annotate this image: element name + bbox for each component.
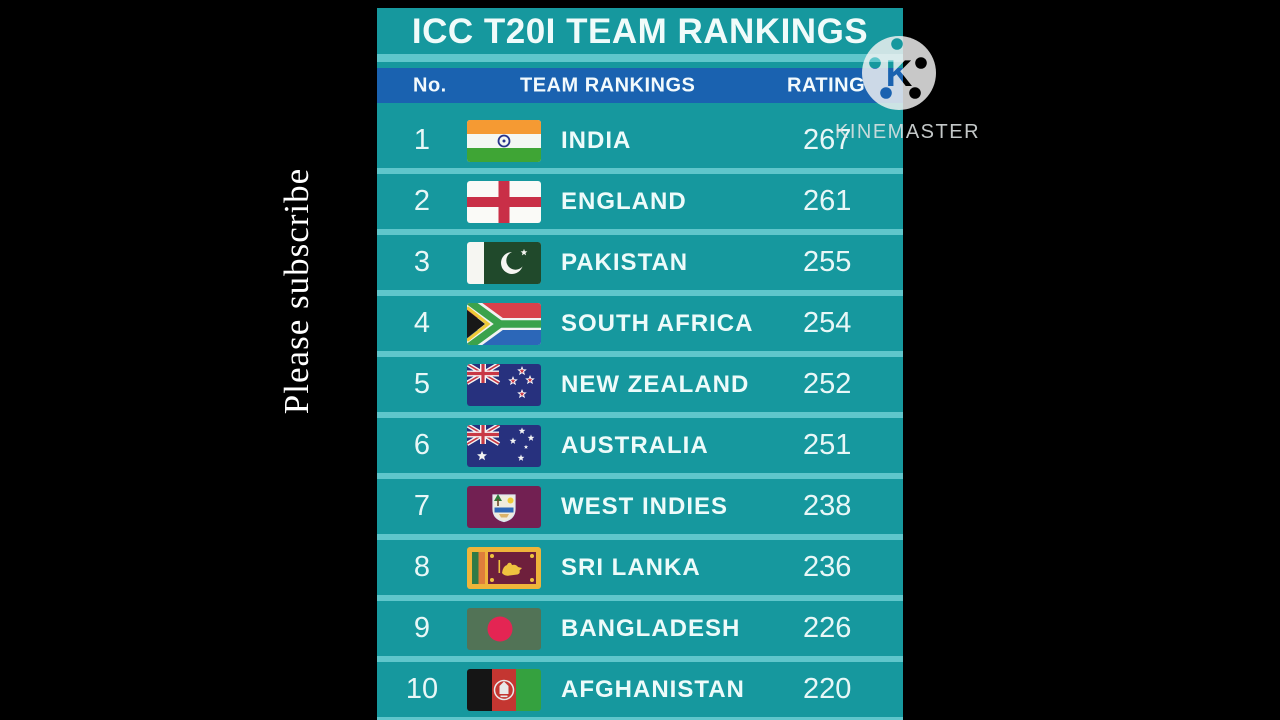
header-rating-label: RATING	[787, 74, 866, 96]
team-name: BANGLADESH	[561, 614, 741, 642]
team-name: INDIA	[561, 126, 632, 154]
team-rating: 251	[803, 429, 852, 461]
rank-number: 1	[413, 124, 431, 156]
page-title: ICC T20I TEAM RANKINGS	[411, 12, 869, 51]
top-strip	[377, 0, 903, 8]
team-name: SRI LANKA	[561, 553, 701, 581]
rankings-panel: ICC T20I TEAM RANKINGS No. TEAM RANKINGS…	[377, 0, 903, 720]
team-name: SOUTH AFRICA	[561, 309, 754, 337]
kinemaster-logo-icon: K	[857, 31, 941, 115]
team-name: AFGHANISTAN	[561, 675, 745, 703]
team-rating: 254	[803, 307, 852, 339]
team-rating: 226	[803, 612, 852, 644]
table-row: 5 NEW ZEALAND 252	[377, 357, 903, 418]
rank-number: 5	[413, 368, 431, 400]
flag-australia-icon	[467, 424, 541, 467]
title-divider	[377, 54, 903, 62]
header-team-label: TEAM RANKINGS	[520, 74, 696, 96]
table-row: 2 ENGLAND 261	[377, 174, 903, 235]
flag-sri-lanka-icon	[467, 546, 541, 589]
team-name: PAKISTAN	[561, 248, 689, 276]
team-rating: 252	[803, 368, 852, 400]
team-name: NEW ZEALAND	[561, 370, 750, 398]
team-rating: 255	[803, 246, 852, 278]
rank-number: 6	[413, 429, 431, 461]
flag-afghanistan-icon	[467, 668, 541, 711]
header-no-label: No.	[413, 74, 447, 96]
rank-number: 2	[413, 185, 431, 217]
flag-pakistan-icon	[467, 241, 541, 284]
flag-england-icon	[467, 180, 541, 223]
rank-number: 7	[413, 490, 431, 522]
flag-bangladesh-icon	[467, 607, 541, 650]
team-name: WEST INDIES	[561, 492, 729, 520]
subscribe-text: Please subscribe	[277, 167, 316, 415]
table-row: 8 SRI LANKA 236	[377, 540, 903, 601]
kinemaster-watermark-text: KINEMASTER	[835, 121, 981, 143]
flag-west-indies-icon	[467, 485, 541, 528]
table-row: 6 AUSTRALIA 251	[377, 418, 903, 479]
table-row: 10 AFGHANISTAN 220	[377, 662, 903, 720]
rank-number: 10	[405, 673, 439, 705]
table-body: 1 INDIA 267 2 ENGLAND 261 3 PAKISTAN 255…	[377, 113, 903, 720]
team-rating: 261	[803, 185, 852, 217]
table-row: 3 PAKISTAN 255	[377, 235, 903, 296]
table-row: 9 BANGLADESH 226	[377, 601, 903, 662]
rank-number: 8	[413, 551, 431, 583]
team-rating: 267	[803, 124, 852, 156]
team-rating: 238	[803, 490, 852, 522]
team-name: AUSTRALIA	[561, 431, 709, 459]
table-row: 7 WEST INDIES 238	[377, 479, 903, 540]
table-header: No. TEAM RANKINGS RATING	[377, 68, 903, 103]
table-row: 4 SOUTH AFRICA 254	[377, 296, 903, 357]
table-row: 1 INDIA 267	[377, 113, 903, 174]
rank-number: 4	[413, 307, 431, 339]
team-rating: 220	[803, 673, 852, 705]
team-name: ENGLAND	[561, 187, 687, 215]
rank-number: 9	[413, 612, 431, 644]
rank-number: 3	[413, 246, 431, 278]
flag-india-icon	[467, 119, 541, 162]
flag-south-africa-icon	[467, 302, 541, 345]
team-rating: 236	[803, 551, 852, 583]
flag-new-zealand-icon	[467, 363, 541, 406]
